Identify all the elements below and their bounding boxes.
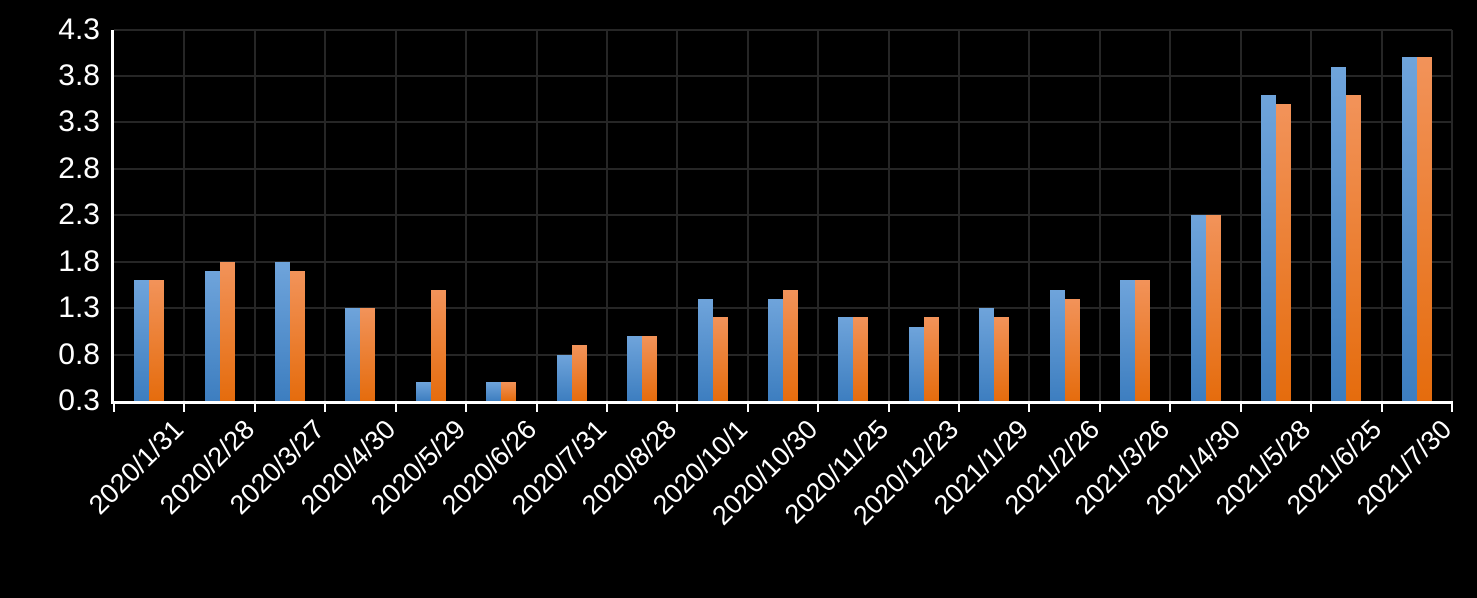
x-tick xyxy=(253,404,256,412)
x-tick xyxy=(817,404,820,412)
bar-blue-9 xyxy=(768,298,783,401)
v-gridline xyxy=(535,29,538,401)
bar-orange-16 xyxy=(1275,103,1291,401)
bar-blue-6 xyxy=(556,354,572,401)
x-tick xyxy=(605,404,608,412)
y-tick-label: 4.3 xyxy=(58,12,100,46)
h-gridline xyxy=(114,167,1452,170)
bar-blue-1 xyxy=(204,270,220,401)
v-gridline xyxy=(1028,29,1031,401)
bar-orange-7 xyxy=(642,335,658,401)
bar-orange-12 xyxy=(994,317,1010,401)
bar-orange-2 xyxy=(290,270,306,401)
v-gridline xyxy=(817,29,820,401)
x-tick xyxy=(1310,404,1313,412)
x-tick xyxy=(1028,404,1031,412)
v-gridline xyxy=(1310,29,1313,401)
bar-blue-15 xyxy=(1190,215,1206,401)
y-tick-label: 3.8 xyxy=(58,58,100,92)
x-tick xyxy=(958,404,961,412)
bar-blue-18 xyxy=(1401,57,1417,401)
y-tick-label: 0.3 xyxy=(58,384,100,417)
v-gridline xyxy=(746,29,749,401)
x-tick xyxy=(394,404,397,412)
bar-blue-16 xyxy=(1260,94,1276,401)
y-tick-label: 0.8 xyxy=(58,337,100,371)
bar-orange-4 xyxy=(430,289,446,401)
bar-orange-8 xyxy=(712,317,728,401)
bar-blue-17 xyxy=(1331,66,1347,401)
bar-orange-15 xyxy=(1205,215,1221,401)
h-gridline xyxy=(114,214,1452,217)
bar-orange-6 xyxy=(571,345,587,401)
bar-orange-18 xyxy=(1416,57,1432,401)
v-gridline xyxy=(605,29,608,401)
v-gridline xyxy=(253,29,256,401)
x-tick xyxy=(183,404,186,412)
bar-blue-8 xyxy=(697,298,713,401)
v-gridline xyxy=(676,29,679,401)
x-tick xyxy=(465,404,468,412)
v-gridline xyxy=(324,29,327,401)
v-gridline xyxy=(394,29,397,401)
x-tick xyxy=(324,404,327,412)
bar-blue-3 xyxy=(345,308,361,401)
bar-blue-13 xyxy=(1049,289,1065,401)
bar-orange-5 xyxy=(501,382,517,401)
x-tick xyxy=(676,404,679,412)
v-gridline xyxy=(1451,29,1453,401)
v-gridline xyxy=(1169,29,1172,401)
x-tick xyxy=(1098,404,1101,412)
y-tick-label: 1.3 xyxy=(58,291,100,325)
bar-orange-11 xyxy=(923,317,939,401)
y-axis xyxy=(111,29,114,404)
y-tick-label: 3.3 xyxy=(58,105,100,139)
bar-orange-0 xyxy=(149,280,165,401)
bar-blue-14 xyxy=(1120,280,1136,401)
v-gridline xyxy=(465,29,468,401)
x-tick xyxy=(535,404,538,412)
y-tick-label: 2.3 xyxy=(58,198,100,232)
x-tick xyxy=(1380,404,1383,412)
v-gridline xyxy=(1239,29,1242,401)
bar-orange-17 xyxy=(1346,94,1362,401)
bar-orange-3 xyxy=(360,308,376,401)
x-tick xyxy=(1169,404,1172,412)
bar-orange-9 xyxy=(783,289,798,401)
h-gridline xyxy=(114,74,1452,77)
bar-blue-0 xyxy=(134,280,150,401)
bar-blue-7 xyxy=(627,335,643,401)
x-tick xyxy=(1239,404,1242,412)
v-gridline xyxy=(1098,29,1101,401)
v-gridline xyxy=(1380,29,1383,401)
bar-blue-5 xyxy=(486,382,502,401)
bar-orange-1 xyxy=(219,261,235,401)
bar-orange-14 xyxy=(1135,280,1151,401)
h-gridline xyxy=(114,121,1452,124)
bar-orange-10 xyxy=(853,317,869,401)
h-gridline xyxy=(114,260,1452,263)
bar-blue-2 xyxy=(275,261,291,401)
v-gridline xyxy=(183,29,186,401)
bar-blue-10 xyxy=(838,317,854,401)
x-axis xyxy=(111,401,1453,404)
bar-blue-11 xyxy=(908,326,924,401)
y-tick-label: 1.8 xyxy=(58,244,100,278)
x-tick xyxy=(746,404,749,412)
h-gridline xyxy=(114,28,1452,31)
y-tick-label: 2.8 xyxy=(58,151,100,185)
x-tick xyxy=(887,404,890,412)
bar-blue-12 xyxy=(979,308,995,401)
v-gridline xyxy=(958,29,961,401)
x-tick xyxy=(1451,404,1453,412)
v-gridline xyxy=(887,29,890,401)
bar-orange-13 xyxy=(1064,298,1080,401)
x-tick xyxy=(113,404,115,412)
bar-blue-4 xyxy=(415,382,431,401)
